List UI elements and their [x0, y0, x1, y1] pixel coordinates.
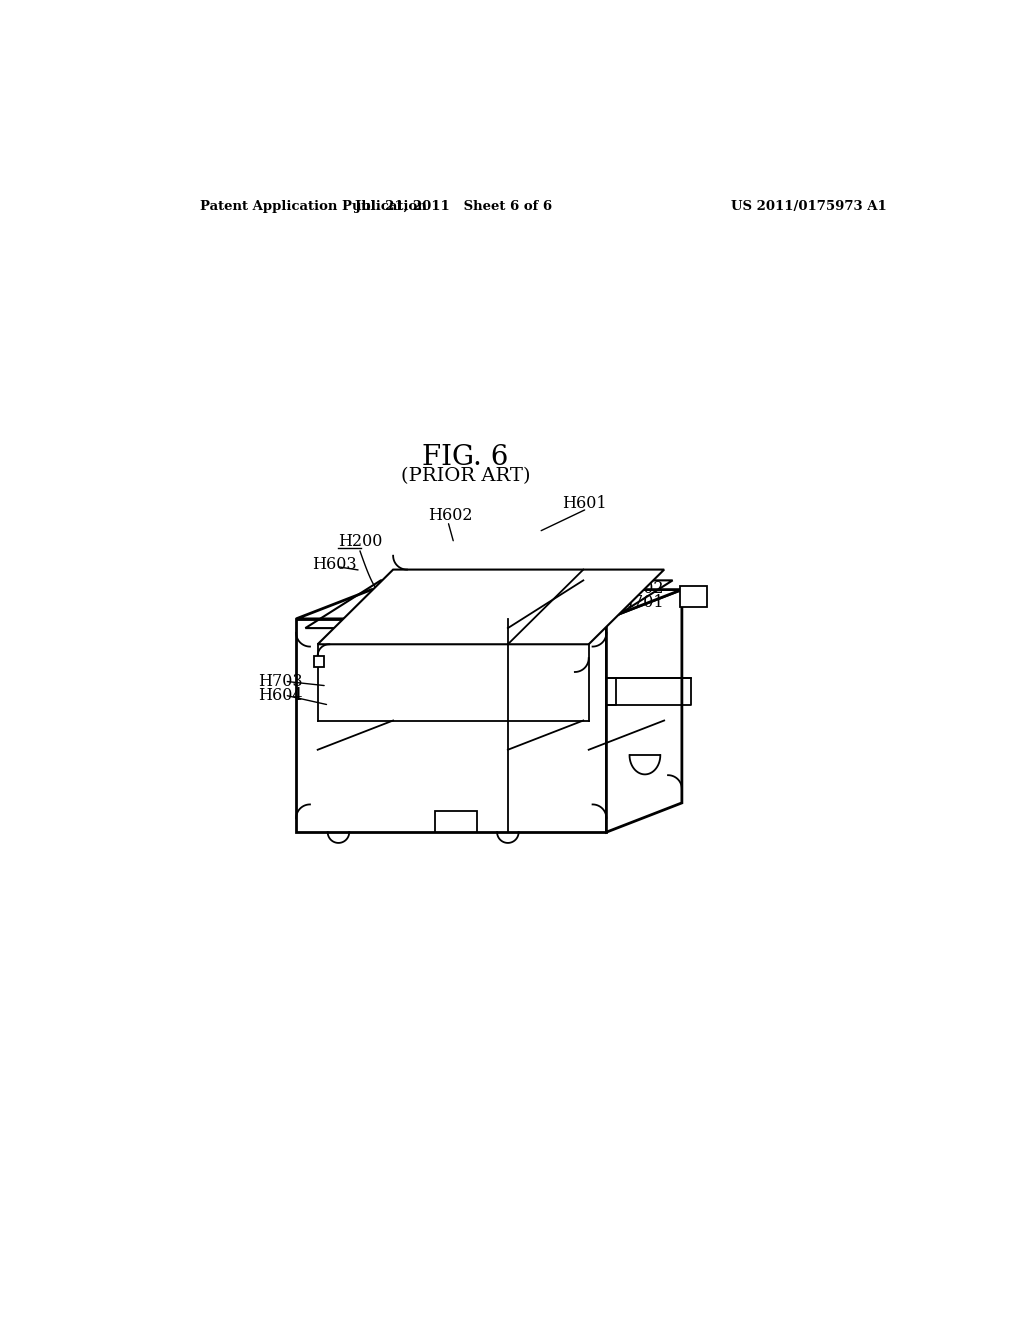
Polygon shape [296, 590, 682, 619]
Text: H703: H703 [258, 673, 303, 690]
Polygon shape [680, 586, 707, 607]
Polygon shape [313, 656, 324, 668]
Polygon shape [317, 570, 665, 644]
Polygon shape [435, 810, 477, 832]
Text: H601: H601 [562, 495, 606, 512]
Text: H603: H603 [312, 556, 357, 573]
Text: FIG. 6: FIG. 6 [422, 444, 509, 471]
Text: H604: H604 [258, 686, 303, 704]
Text: Jul. 21, 2011   Sheet 6 of 6: Jul. 21, 2011 Sheet 6 of 6 [355, 199, 553, 213]
Text: H702: H702 [620, 579, 664, 597]
Text: H200: H200 [339, 532, 383, 549]
Text: US 2011/0175973 A1: US 2011/0175973 A1 [731, 199, 887, 213]
Text: H602: H602 [428, 507, 472, 524]
Text: (PRIOR ART): (PRIOR ART) [400, 467, 530, 486]
Text: H701: H701 [620, 594, 665, 611]
Polygon shape [296, 619, 606, 832]
Text: Patent Application Publication: Patent Application Publication [200, 199, 427, 213]
Polygon shape [606, 590, 682, 832]
